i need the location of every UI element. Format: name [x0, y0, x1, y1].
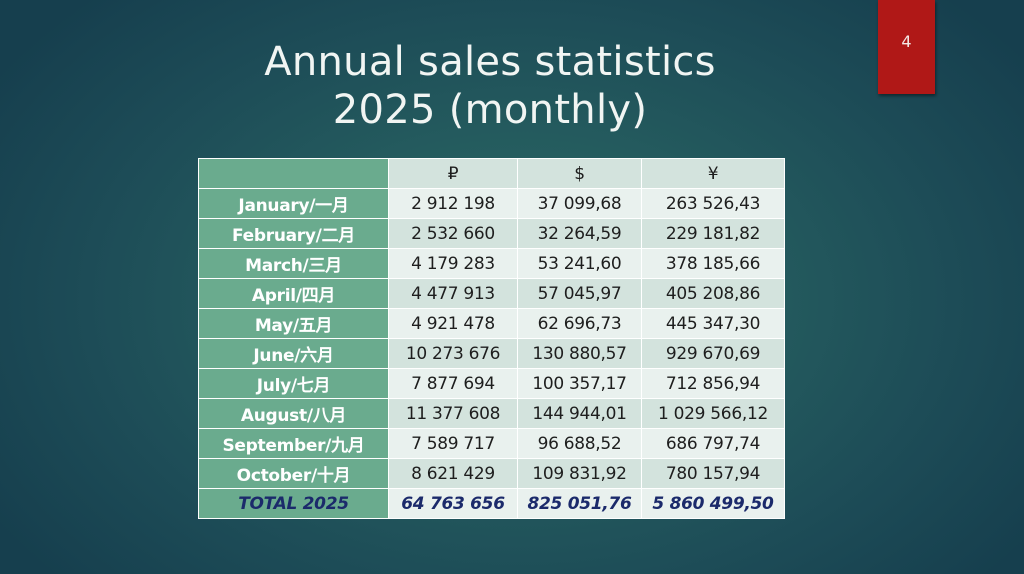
slide-title-line1: Annual sales statistics [264, 39, 716, 85]
month-label: June/六月 [198, 338, 389, 369]
month-label: February/二月 [198, 218, 389, 249]
table-row: October/十月 8 621 429 109 831,92 780 157,… [198, 458, 785, 489]
header-usd: $ [517, 158, 642, 189]
jpy-value: 229 181,82 [641, 218, 785, 249]
table-row: August/八月 11 377 608 144 944,01 1 029 56… [198, 398, 785, 429]
total-jpy: 5 860 499,50 [641, 488, 785, 519]
month-label: January/一月 [198, 188, 389, 219]
table-row: March/三月 4 179 283 53 241,60 378 185,66 [198, 248, 785, 279]
slide-title: Annual sales statistics 2025 (monthly) [190, 38, 790, 134]
header-rub: ₽ [388, 158, 518, 189]
usd-value: 109 831,92 [517, 458, 642, 489]
month-label: March/三月 [198, 248, 389, 279]
usd-value: 32 264,59 [517, 218, 642, 249]
slide-title-line2: 2025 (monthly) [332, 87, 648, 133]
rub-value: 2 912 198 [388, 188, 518, 219]
jpy-value: 712 856,94 [641, 368, 785, 399]
month-label: September/九月 [198, 428, 389, 459]
table-row: July/七月 7 877 694 100 357,17 712 856,94 [198, 368, 785, 399]
table-row: January/一月 2 912 198 37 099,68 263 526,4… [198, 188, 785, 219]
rub-value: 10 273 676 [388, 338, 518, 369]
header-jpy: ¥ [641, 158, 785, 189]
month-label: April/四月 [198, 278, 389, 309]
page-number-badge: 4 [878, 0, 935, 94]
rub-value: 7 589 717 [388, 428, 518, 459]
table-row: June/六月 10 273 676 130 880,57 929 670,69 [198, 338, 785, 369]
usd-value: 100 357,17 [517, 368, 642, 399]
header-corner-cell [198, 158, 389, 189]
usd-value: 53 241,60 [517, 248, 642, 279]
page-number: 4 [901, 31, 912, 51]
jpy-value: 378 185,66 [641, 248, 785, 279]
usd-value: 96 688,52 [517, 428, 642, 459]
rub-value: 11 377 608 [388, 398, 518, 429]
usd-value: 57 045,97 [517, 278, 642, 309]
rub-value: 8 621 429 [388, 458, 518, 489]
jpy-value: 1 029 566,12 [641, 398, 785, 429]
total-label: TOTAL 2025 [198, 488, 389, 519]
jpy-value: 780 157,94 [641, 458, 785, 489]
table-row: April/四月 4 477 913 57 045,97 405 208,86 [198, 278, 785, 309]
table-row: May/五月 4 921 478 62 696,73 445 347,30 [198, 308, 785, 339]
sales-table: ₽ $ ¥ January/一月 2 912 198 37 099,68 263… [198, 158, 785, 519]
table-row: September/九月 7 589 717 96 688,52 686 797… [198, 428, 785, 459]
total-row: TOTAL 2025 64 763 656 825 051,76 5 860 4… [198, 488, 785, 519]
month-label: August/八月 [198, 398, 389, 429]
rub-value: 4 179 283 [388, 248, 518, 279]
jpy-value: 686 797,74 [641, 428, 785, 459]
rub-value: 2 532 660 [388, 218, 518, 249]
jpy-value: 263 526,43 [641, 188, 785, 219]
total-rub: 64 763 656 [388, 488, 518, 519]
jpy-value: 929 670,69 [641, 338, 785, 369]
usd-value: 62 696,73 [517, 308, 642, 339]
usd-value: 144 944,01 [517, 398, 642, 429]
rub-value: 7 877 694 [388, 368, 518, 399]
jpy-value: 405 208,86 [641, 278, 785, 309]
month-label: May/五月 [198, 308, 389, 339]
rub-value: 4 921 478 [388, 308, 518, 339]
total-usd: 825 051,76 [517, 488, 642, 519]
month-label: July/七月 [198, 368, 389, 399]
usd-value: 130 880,57 [517, 338, 642, 369]
usd-value: 37 099,68 [517, 188, 642, 219]
jpy-value: 445 347,30 [641, 308, 785, 339]
month-label: October/十月 [198, 458, 389, 489]
rub-value: 4 477 913 [388, 278, 518, 309]
table-header-row: ₽ $ ¥ [198, 158, 785, 189]
table-row: February/二月 2 532 660 32 264,59 229 181,… [198, 218, 785, 249]
